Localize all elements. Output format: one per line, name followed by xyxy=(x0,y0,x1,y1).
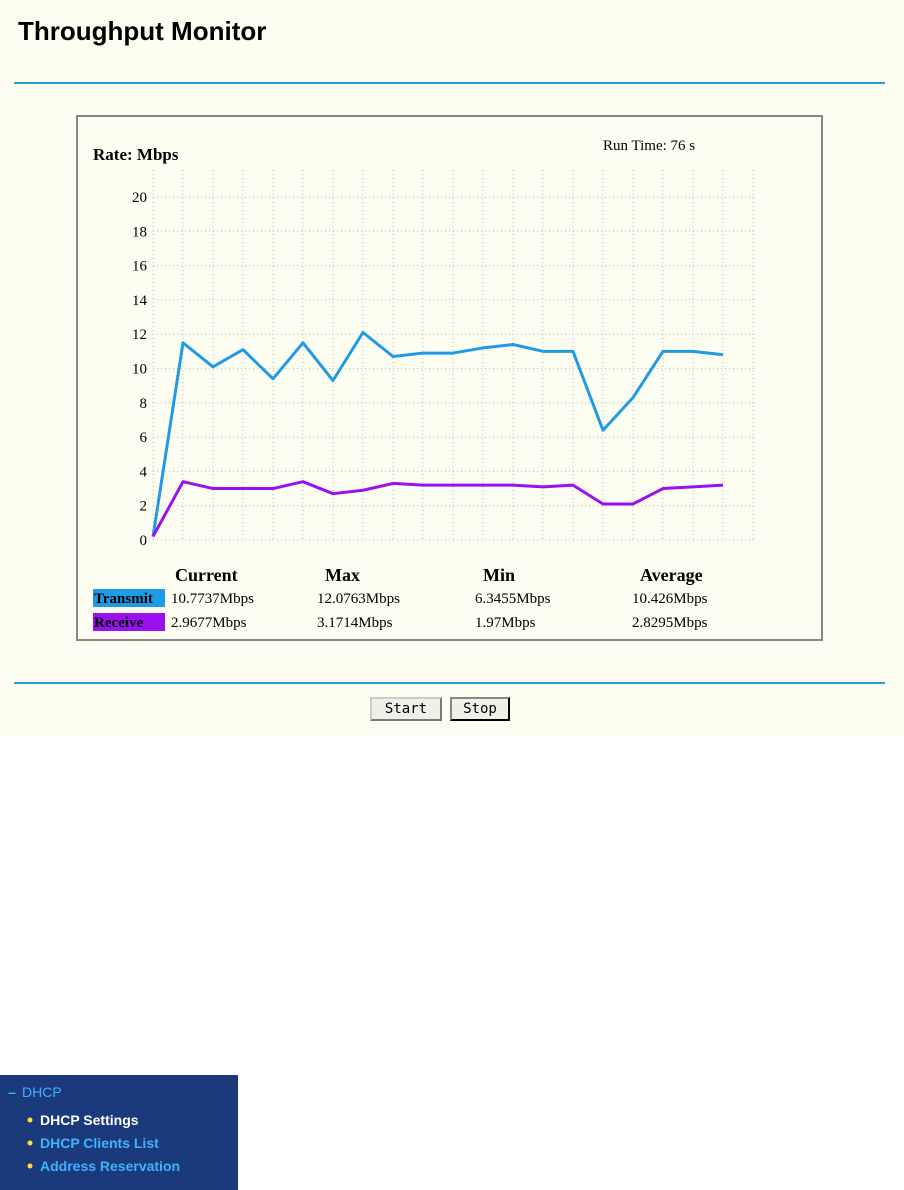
series-line xyxy=(151,480,724,538)
start-button[interactable]: Start xyxy=(370,697,442,721)
legend-label: Transmit xyxy=(94,591,153,607)
stats-value: 2.8295Mbps xyxy=(632,615,708,631)
plot: 0 2 4 6 8 10 12 14 16 18 20 Current Max Min Average Tra… xyxy=(93,170,755,631)
stats-value: 3.1714Mbps xyxy=(317,615,393,631)
y-tick-label: 0 xyxy=(140,533,148,549)
stats-value: 2.9677Mbps xyxy=(171,615,247,631)
legend-swatch xyxy=(93,589,165,607)
stats-value: 6.3455Mbps xyxy=(475,591,551,607)
y-tick-label: 20 xyxy=(132,190,147,206)
chart-frame xyxy=(76,115,823,641)
menu-bullet xyxy=(27,1163,33,1169)
menu-collapse-icon: – xyxy=(8,1084,16,1100)
stats-value: 1.97Mbps xyxy=(475,615,536,631)
menu-bullet xyxy=(27,1117,33,1123)
y-tick-label: 6 xyxy=(140,430,148,446)
y-tick-label: 10 xyxy=(132,362,147,378)
menu-item[interactable]: Address Reservation xyxy=(40,1158,180,1174)
stats-header: Min xyxy=(483,565,515,585)
y-tick-label: 16 xyxy=(132,259,148,275)
legend-swatch xyxy=(93,613,165,631)
menu-item[interactable]: DHCP Clients List xyxy=(40,1135,159,1151)
y-tick-label: 18 xyxy=(132,224,147,240)
stats-value: 12.0763Mbps xyxy=(317,591,400,607)
y-axis-label: Rate: Mbps xyxy=(93,145,179,164)
stop-button[interactable]: Stop xyxy=(450,697,510,721)
menu-bg xyxy=(0,1075,238,1190)
y-tick-label: 12 xyxy=(132,327,147,343)
menu-item[interactable]: DHCP Settings xyxy=(40,1112,139,1128)
stats-header: Max xyxy=(325,565,360,585)
menu-section[interactable]: DHCP xyxy=(22,1084,62,1100)
stats-value: 10.426Mbps xyxy=(632,591,708,607)
menu-bullet xyxy=(27,1140,33,1146)
stats-header: Average xyxy=(640,565,703,585)
stats-header: Current xyxy=(175,565,238,585)
run-time: Run Time: 76 s xyxy=(603,138,695,154)
menu-items: DHCP Settings DHCP Clients List Address Re… xyxy=(27,1112,180,1174)
y-tick-label: 4 xyxy=(140,464,148,480)
stats-value: 10.7737Mbps xyxy=(171,591,254,607)
y-tick-label: 2 xyxy=(140,499,148,515)
page-title: Throughput Monitor xyxy=(18,16,266,46)
y-tick-label: 14 xyxy=(132,293,148,309)
legend-label: Receive xyxy=(94,615,143,631)
series-line xyxy=(151,330,724,537)
y-tick-label: 8 xyxy=(140,396,148,412)
